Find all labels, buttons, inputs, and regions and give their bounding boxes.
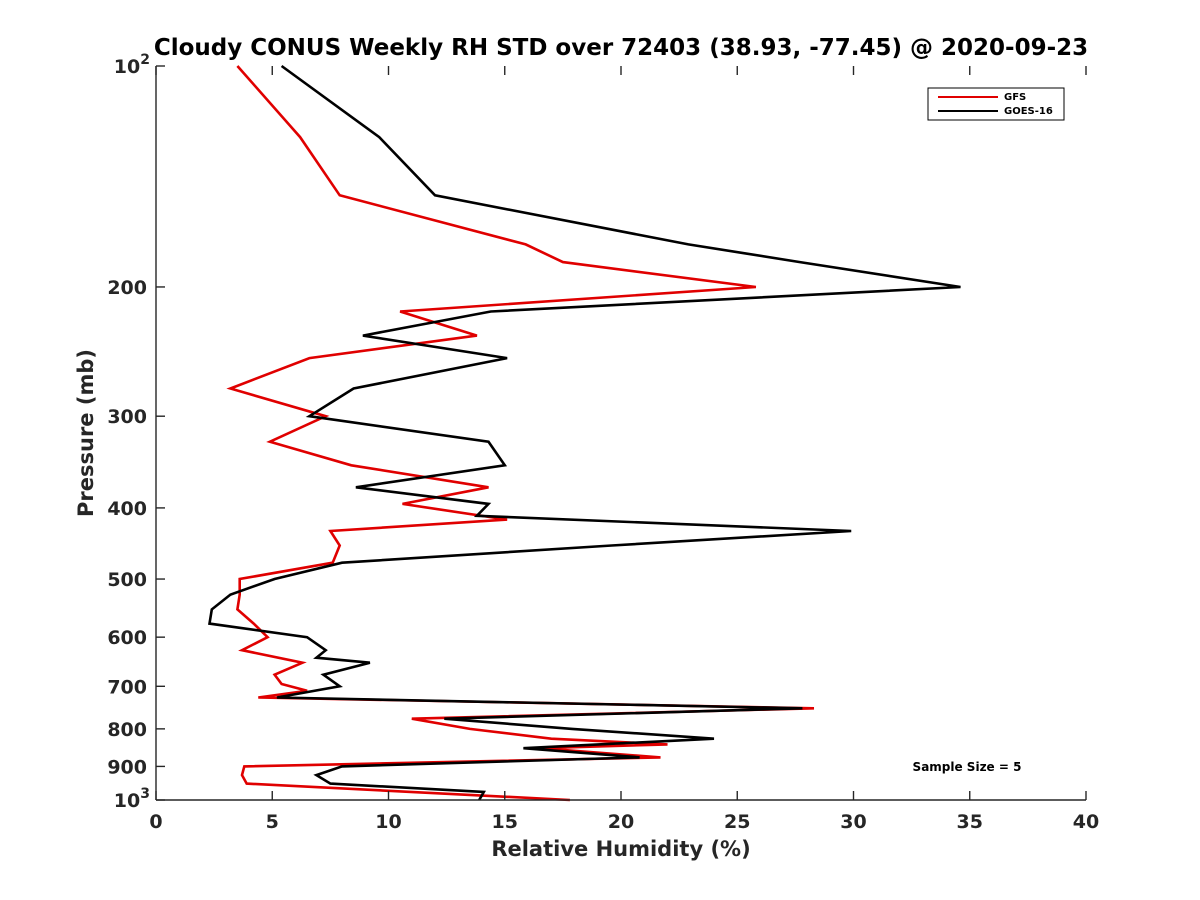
y-tick-label: 200: [107, 277, 147, 299]
x-tick-label: 40: [1073, 811, 1099, 833]
plot-area: [156, 66, 1086, 800]
x-tick-label: 5: [266, 811, 279, 833]
y-tick-label: 103: [114, 786, 150, 812]
y-tick-label: 400: [107, 498, 147, 520]
chart-title: Cloudy CONUS Weekly RH STD over 72403 (3…: [154, 35, 1088, 61]
x-tick-label: 30: [840, 811, 866, 833]
y-tick-label: 900: [107, 756, 147, 778]
y-tick-label: 700: [107, 676, 147, 698]
y-tick-label: 500: [107, 569, 147, 591]
sample-size-annotation: Sample Size = 5: [913, 760, 1022, 774]
legend-box: [927, 87, 1065, 121]
legend: GFS GOES-16: [927, 87, 1065, 121]
x-tick-label: 15: [492, 811, 518, 833]
y-ticks: 102 200 300 400 500 600 700 800 900 103: [107, 52, 165, 812]
series-line-gfs: [226, 65, 815, 802]
series-line-goes16: [208, 64, 961, 801]
y-tick-label: 102: [114, 52, 150, 78]
x-tick-label: 0: [149, 811, 162, 833]
series-layer: [208, 64, 961, 802]
y-tick-label: 300: [107, 406, 147, 428]
y-tick-label: 800: [107, 719, 147, 741]
x-tick-label: 10: [375, 811, 401, 833]
legend-label-gfs: GFS: [1004, 92, 1026, 103]
x-ticks: 0 5 10 15 20 25 30 35 40: [149, 66, 1099, 833]
x-tick-label: 20: [608, 811, 634, 833]
x-tick-label: 25: [724, 811, 750, 833]
y-tick-label: 600: [107, 627, 147, 649]
y-axis-label: Pressure (mb): [74, 349, 98, 517]
x-tick-label: 35: [957, 811, 983, 833]
legend-label-goes16: GOES-16: [1004, 106, 1053, 117]
x-axis-label: Relative Humidity (%): [491, 837, 750, 861]
